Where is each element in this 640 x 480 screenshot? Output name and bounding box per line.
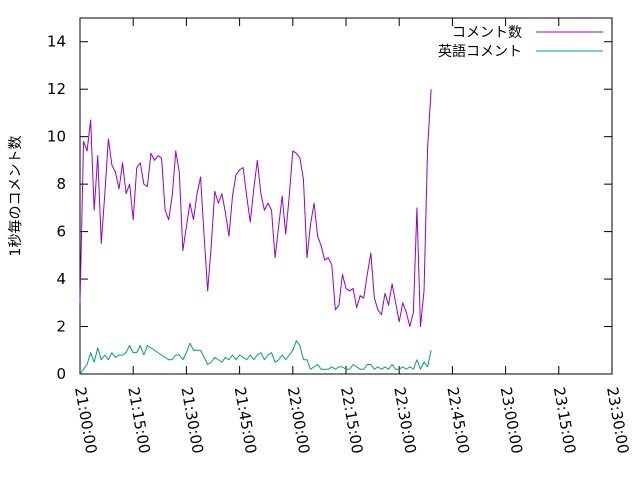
legend-label: コメント数 (452, 25, 522, 41)
y-tick-label: 6 (56, 223, 66, 241)
y-axis-label: 1秒毎のコメント数 (8, 136, 24, 257)
y-tick-label: 12 (47, 80, 66, 98)
series-layer (79, 89, 432, 375)
series-points-2 (79, 340, 432, 375)
y-axis: 0 2 4 6 8 10 12 14 (47, 33, 612, 383)
series-line-1 (79, 89, 432, 328)
y-tick-label: 4 (56, 270, 66, 288)
legend-label: 英語コメント (438, 43, 522, 60)
series-points-1 (79, 89, 432, 327)
series-line-2 (79, 340, 432, 375)
y-tick-label: 2 (56, 318, 66, 336)
y-tick-label: 14 (47, 33, 66, 51)
y-tick-label: 10 (47, 128, 66, 146)
y-tick-label: 8 (56, 175, 66, 193)
y-tick-label: 0 (56, 365, 66, 383)
